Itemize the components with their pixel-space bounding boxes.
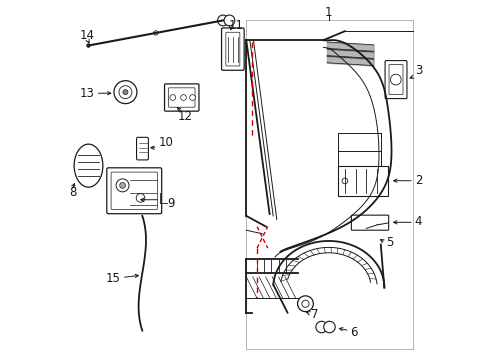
- FancyBboxPatch shape: [388, 64, 402, 95]
- Circle shape: [169, 95, 175, 100]
- Circle shape: [315, 321, 326, 333]
- Circle shape: [217, 15, 228, 26]
- Circle shape: [180, 95, 186, 100]
- Circle shape: [301, 300, 308, 307]
- Bar: [337, 166, 387, 196]
- FancyBboxPatch shape: [111, 172, 157, 210]
- Text: 5: 5: [386, 236, 393, 249]
- Circle shape: [297, 296, 313, 312]
- FancyBboxPatch shape: [106, 168, 162, 214]
- FancyBboxPatch shape: [384, 60, 406, 99]
- Text: 10: 10: [158, 136, 173, 149]
- Circle shape: [323, 321, 335, 333]
- Circle shape: [122, 90, 128, 95]
- Circle shape: [120, 183, 125, 188]
- Circle shape: [114, 81, 137, 104]
- Circle shape: [153, 31, 158, 35]
- Text: 13: 13: [80, 87, 94, 100]
- Text: 6: 6: [349, 326, 357, 339]
- Circle shape: [224, 15, 234, 26]
- Circle shape: [119, 86, 132, 99]
- Circle shape: [136, 194, 144, 202]
- FancyBboxPatch shape: [168, 88, 195, 107]
- Text: 15: 15: [106, 272, 121, 285]
- Circle shape: [389, 74, 400, 85]
- Text: 9: 9: [167, 197, 175, 210]
- FancyBboxPatch shape: [225, 32, 239, 66]
- Text: 12: 12: [178, 110, 193, 123]
- Text: 4: 4: [414, 215, 422, 228]
- Text: 11: 11: [228, 19, 243, 32]
- FancyBboxPatch shape: [351, 215, 388, 230]
- Ellipse shape: [74, 144, 102, 187]
- Circle shape: [341, 178, 347, 184]
- Text: 1: 1: [325, 6, 332, 19]
- FancyBboxPatch shape: [164, 84, 199, 111]
- Text: 3: 3: [414, 64, 421, 77]
- Text: 2: 2: [414, 174, 422, 187]
- FancyBboxPatch shape: [221, 28, 244, 70]
- FancyBboxPatch shape: [136, 137, 148, 160]
- Circle shape: [189, 95, 195, 100]
- Circle shape: [86, 44, 90, 47]
- Text: 8: 8: [69, 186, 77, 199]
- Text: 7: 7: [310, 308, 318, 321]
- Circle shape: [116, 179, 129, 192]
- Text: 14: 14: [80, 29, 94, 42]
